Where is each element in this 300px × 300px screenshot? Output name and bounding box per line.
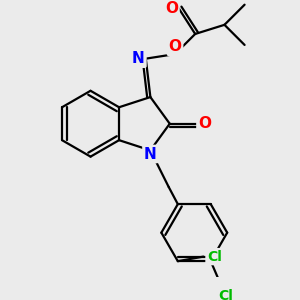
Text: N: N bbox=[144, 146, 157, 161]
Text: Cl: Cl bbox=[207, 250, 222, 264]
Text: Cl: Cl bbox=[218, 289, 233, 300]
Text: O: O bbox=[165, 1, 178, 16]
Text: O: O bbox=[198, 116, 211, 131]
Text: N: N bbox=[132, 51, 145, 66]
Text: O: O bbox=[169, 39, 182, 54]
